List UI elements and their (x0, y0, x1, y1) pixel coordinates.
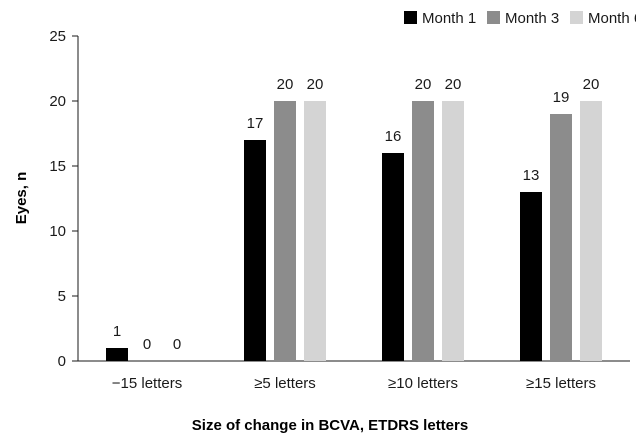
bar (550, 114, 572, 361)
bar (382, 153, 404, 361)
data-label: 20 (415, 76, 432, 93)
bar (244, 140, 266, 361)
bar (304, 101, 326, 361)
legend: Month 1 Month 3 Month 6 (404, 10, 636, 27)
data-label: 19 (553, 89, 570, 106)
bar (520, 192, 542, 361)
y-tick-label: 5 (58, 288, 66, 305)
data-label: 1 (113, 323, 121, 340)
data-label: 17 (247, 115, 264, 132)
x-axis-title: Size of change in BCVA, ETDRS letters (192, 417, 468, 434)
bar (442, 101, 464, 361)
bar (412, 101, 434, 361)
legend-label: Month 6 (588, 10, 636, 27)
data-label: 0 (143, 336, 151, 353)
y-axis-title: Eyes, n (13, 172, 30, 225)
legend-label: Month 1 (422, 10, 476, 27)
y-tick-label: 20 (49, 93, 66, 110)
data-label: 0 (173, 336, 181, 353)
y-axis: 0 5 10 15 20 25 (49, 28, 79, 370)
bar (580, 101, 602, 361)
x-tick-label: ≥5 letters (254, 375, 316, 392)
data-label: 20 (445, 76, 462, 93)
legend-swatch (570, 11, 583, 24)
x-tick-label: ≥15 letters (526, 375, 596, 392)
data-label: 16 (385, 128, 402, 145)
data-label: 13 (523, 167, 540, 184)
bars (106, 101, 602, 361)
data-label: 20 (307, 76, 324, 93)
x-tick-label: −15 letters (112, 375, 182, 392)
legend-swatch (487, 11, 500, 24)
y-tick-label: 0 (58, 353, 66, 370)
legend-swatch (404, 11, 417, 24)
y-tick-label: 15 (49, 158, 66, 175)
legend-label: Month 3 (505, 10, 559, 27)
y-tick-label: 25 (49, 28, 66, 45)
data-label: 20 (583, 76, 600, 93)
bar (274, 101, 296, 361)
x-axis: −15 letters ≥5 letters ≥10 letters ≥15 lett… (78, 360, 630, 392)
y-tick-label: 10 (49, 223, 66, 240)
data-label: 20 (277, 76, 294, 93)
x-tick-label: ≥10 letters (388, 375, 458, 392)
bar (106, 348, 128, 361)
data-labels: 1 0 0 17 20 20 16 20 20 13 19 20 (113, 76, 600, 353)
